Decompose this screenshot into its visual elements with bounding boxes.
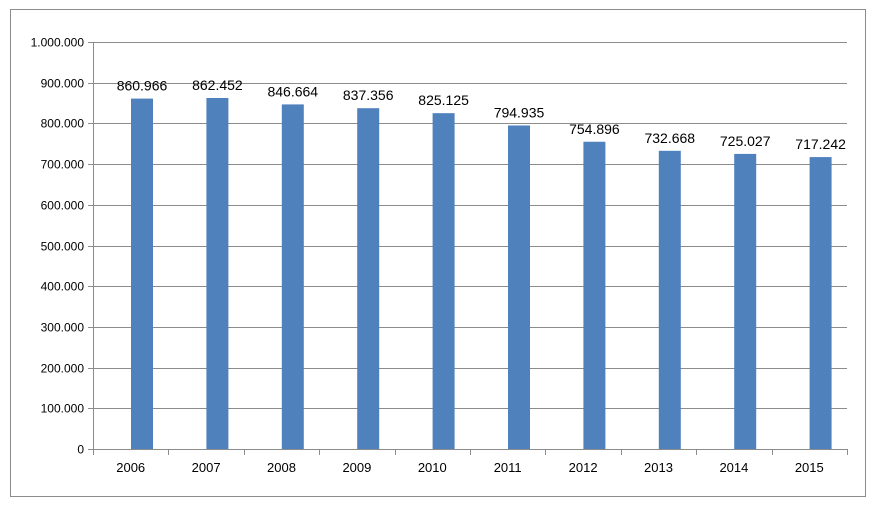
y-tick-label: 800.000	[41, 117, 85, 131]
bar	[357, 108, 380, 449]
bar	[131, 98, 153, 449]
y-tick-label: 600.000	[41, 199, 85, 213]
y-tick-label: 0	[77, 443, 84, 457]
bar	[583, 141, 606, 449]
y-tick-label: 200.000	[41, 362, 85, 376]
x-category-label: 2013	[644, 460, 673, 475]
y-tick-label: 100.000	[41, 402, 85, 416]
bar	[809, 157, 832, 449]
x-category-label: 2015	[795, 460, 824, 475]
data-label: 732.668	[644, 130, 695, 146]
x-category-label: 2010	[418, 460, 447, 475]
bar	[508, 125, 530, 449]
y-tick-label: 500.000	[41, 240, 85, 254]
bar	[281, 104, 304, 450]
y-tick-label: 900.000	[41, 77, 85, 91]
x-category-label: 2011	[494, 460, 522, 475]
data-label: 794.935	[494, 104, 545, 120]
data-label: 846.664	[267, 83, 318, 99]
y-tick-label: 1.000.000	[31, 36, 85, 50]
x-category-label: 2008	[267, 460, 296, 475]
data-label: 725.027	[720, 133, 771, 149]
data-label: 862.452	[192, 77, 243, 93]
x-category-label: 2012	[569, 460, 598, 475]
bar	[432, 113, 455, 449]
x-category-label: 2009	[342, 460, 371, 475]
data-label: 837.356	[343, 87, 394, 103]
x-category-label: 2014	[719, 460, 748, 475]
data-label: 860.966	[117, 78, 168, 94]
x-category-label: 2006	[116, 460, 145, 475]
bars	[131, 97, 832, 450]
bar	[658, 150, 681, 449]
y-tick-label: 700.000	[41, 158, 85, 172]
bar	[734, 153, 757, 450]
data-label: 754.896	[569, 121, 620, 137]
labels: 0 100.000 200.000 300.000 400.000 500.000 600.…	[31, 36, 847, 476]
axes	[88, 42, 848, 455]
gridlines	[93, 42, 847, 409]
data-label: 717.242	[795, 136, 846, 152]
x-category-label: 2007	[192, 460, 221, 475]
y-tick-label: 400.000	[41, 280, 85, 294]
bar	[206, 97, 229, 450]
data-label: 825.125	[418, 92, 469, 108]
y-tick-label: 300.000	[41, 321, 85, 335]
